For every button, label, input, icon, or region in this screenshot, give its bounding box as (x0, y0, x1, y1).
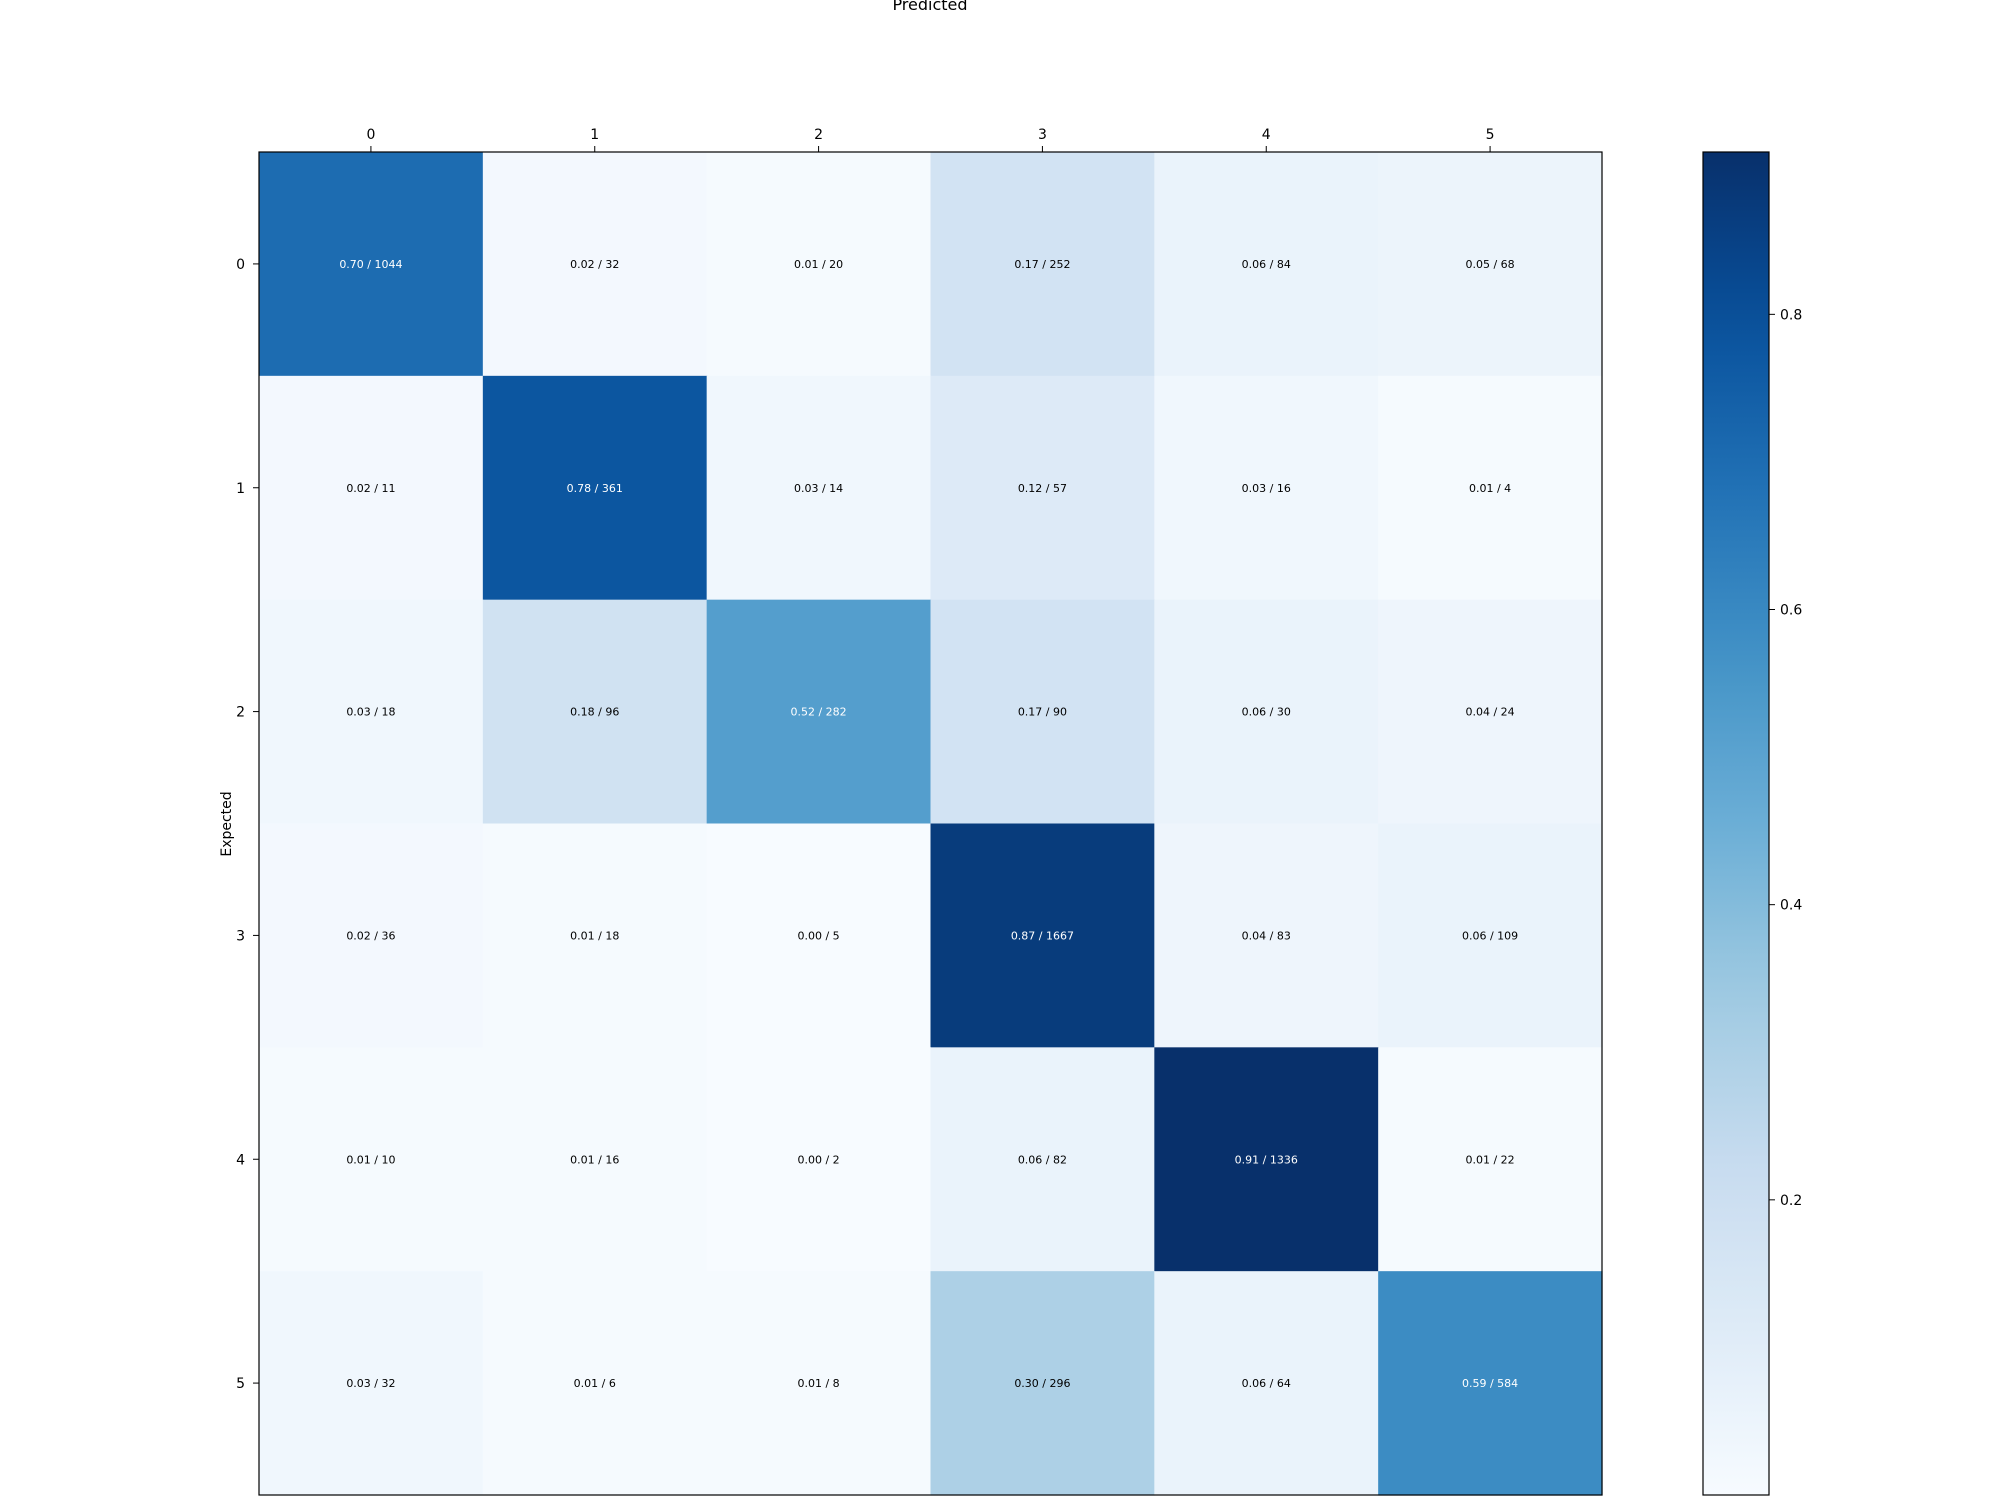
colorbar-tick-label: 0.6 (1780, 603, 1802, 619)
cell-value-label: 0.05 / 68 (1465, 258, 1514, 271)
y-tick-label: 5 (236, 1376, 245, 1392)
cell-value-label: 0.91 / 1336 (1235, 1153, 1298, 1166)
cell-value-label: 0.04 / 83 (1242, 929, 1291, 942)
heatmap-cell (259, 599, 484, 825)
cell-value-label: 0.01 / 4 (1469, 482, 1511, 495)
x-tick-label: 3 (1038, 127, 1047, 143)
cell-value-label: 0.70 / 1044 (339, 258, 402, 271)
colorbar-ticks: 0.2 0.4 0.6 0.8 (1769, 307, 1802, 1209)
heatmap-cell (706, 823, 932, 1048)
cell-value-label: 0.00 / 5 (797, 929, 839, 942)
cell-value-label: 0.78 / 361 (567, 482, 623, 495)
heatmap-cell (259, 823, 484, 1048)
cell-value-label: 0.03 / 32 (346, 1377, 395, 1390)
cell-value-label: 0.00 / 2 (797, 1153, 839, 1166)
heatmap-cell (930, 1271, 1155, 1496)
heatmap-cell (1378, 823, 1603, 1048)
colorbar-tick-label: 0.8 (1780, 307, 1802, 323)
heatmap-cell (706, 375, 932, 601)
cell-value-label: 0.04 / 24 (1465, 706, 1514, 719)
y-tick-label: 2 (236, 705, 245, 721)
y-axis-ticks: 0 1 2 3 4 5 (236, 257, 259, 1392)
heatmap-cell (482, 152, 708, 377)
heatmap-cell (1154, 599, 1379, 825)
heatmap-cell (482, 823, 708, 1048)
heatmap-cell (1154, 375, 1379, 601)
heatmap-cell (1378, 152, 1603, 377)
cell-value-label: 0.02 / 11 (346, 482, 395, 495)
x-tick-label: 4 (1262, 127, 1271, 143)
cell-value-label: 0.59 / 584 (1462, 1377, 1518, 1390)
heatmap-cell (706, 1047, 932, 1272)
cell-value-label: 0.06 / 64 (1242, 1377, 1291, 1390)
cell-value-label: 0.01 / 8 (797, 1377, 839, 1390)
heatmap-cell (259, 1271, 484, 1496)
cell-value-label: 0.06 / 109 (1462, 929, 1518, 942)
heatmap-cell (1378, 599, 1603, 825)
heatmap-cell (930, 599, 1155, 825)
y-tick-label: 4 (236, 1152, 245, 1168)
heatmap-cell (1154, 823, 1379, 1048)
cell-value-label: 0.01 / 16 (570, 1153, 619, 1166)
x-axis-label: Predicted (892, 0, 967, 14)
heatmap-cell (259, 1047, 484, 1272)
cell-value-label: 0.12 / 57 (1018, 482, 1067, 495)
x-tick-label: 1 (590, 127, 599, 143)
cell-value-label: 0.87 / 1667 (1011, 929, 1074, 942)
y-tick-label: 0 (236, 257, 245, 273)
heatmap-cell (1154, 1271, 1379, 1496)
cell-value-label: 0.03 / 18 (346, 706, 395, 719)
heatmap-cell (1378, 1047, 1603, 1272)
plot-frame (258, 151, 1603, 1496)
heatmap-cell (930, 823, 1155, 1048)
cell-value-label: 0.52 / 282 (790, 706, 846, 719)
cell-value-label: 0.06 / 30 (1242, 706, 1291, 719)
heatmap-cell (482, 599, 708, 825)
heatmap-cell (1378, 375, 1603, 601)
cell-value-label: 0.01 / 20 (794, 258, 843, 271)
colorbar-tick-label: 0.2 (1780, 1193, 1802, 1209)
heatmap-cell (930, 375, 1155, 601)
cell-value-label: 0.06 / 84 (1242, 258, 1291, 271)
cell-value-label: 0.01 / 18 (570, 929, 619, 942)
heatmap-cell (706, 1271, 932, 1496)
cell-value-label: 0.17 / 252 (1014, 258, 1070, 271)
heatmap-cell (930, 152, 1155, 377)
cell-value-label: 0.03 / 16 (1242, 482, 1291, 495)
x-axis-ticks: 0 1 2 3 4 5 (366, 127, 1495, 152)
heatmap-cell (482, 1271, 708, 1496)
cell-value-label: 0.03 / 14 (794, 482, 843, 495)
cell-value-label: 0.02 / 36 (346, 929, 395, 942)
heatmap-cell (482, 1047, 708, 1272)
cell-value-label: 0.17 / 90 (1018, 706, 1067, 719)
x-tick-label: 5 (1486, 127, 1495, 143)
y-tick-label: 1 (236, 481, 245, 497)
heatmap-cell (259, 152, 484, 377)
y-tick-label: 3 (236, 928, 245, 944)
cell-value-label: 0.01 / 22 (1465, 1153, 1514, 1166)
cell-value-label: 0.06 / 82 (1018, 1153, 1067, 1166)
cell-value-label: 0.30 / 296 (1014, 1377, 1070, 1390)
cell-value-label: 0.01 / 6 (574, 1377, 616, 1390)
heatmap-cell-labels: 0.70 / 1044 0.02 / 32 0.01 / 20 0.17 / 252 0… (339, 258, 1518, 1390)
y-axis-label: Expected (219, 791, 235, 856)
cell-value-label: 0.01 / 10 (346, 1153, 395, 1166)
x-tick-label: 2 (814, 127, 823, 143)
cell-value-label: 0.02 / 32 (570, 258, 619, 271)
heatmap-cell (482, 375, 708, 601)
heatmap-cell (706, 599, 932, 825)
colorbar-tick-label: 0.4 (1780, 898, 1802, 914)
heatmap-cell (259, 375, 484, 601)
colorbar (1702, 151, 1770, 1496)
heatmap-cells (259, 152, 1603, 1496)
heatmap-cell (930, 1047, 1155, 1272)
heatmap-cell (1154, 152, 1379, 377)
cell-value-label: 0.18 / 96 (570, 706, 619, 719)
heatmap-cell (706, 152, 932, 377)
heatmap-cell (1154, 1047, 1379, 1272)
x-tick-label: 0 (366, 127, 375, 143)
heatmap-cell (1378, 1271, 1603, 1496)
